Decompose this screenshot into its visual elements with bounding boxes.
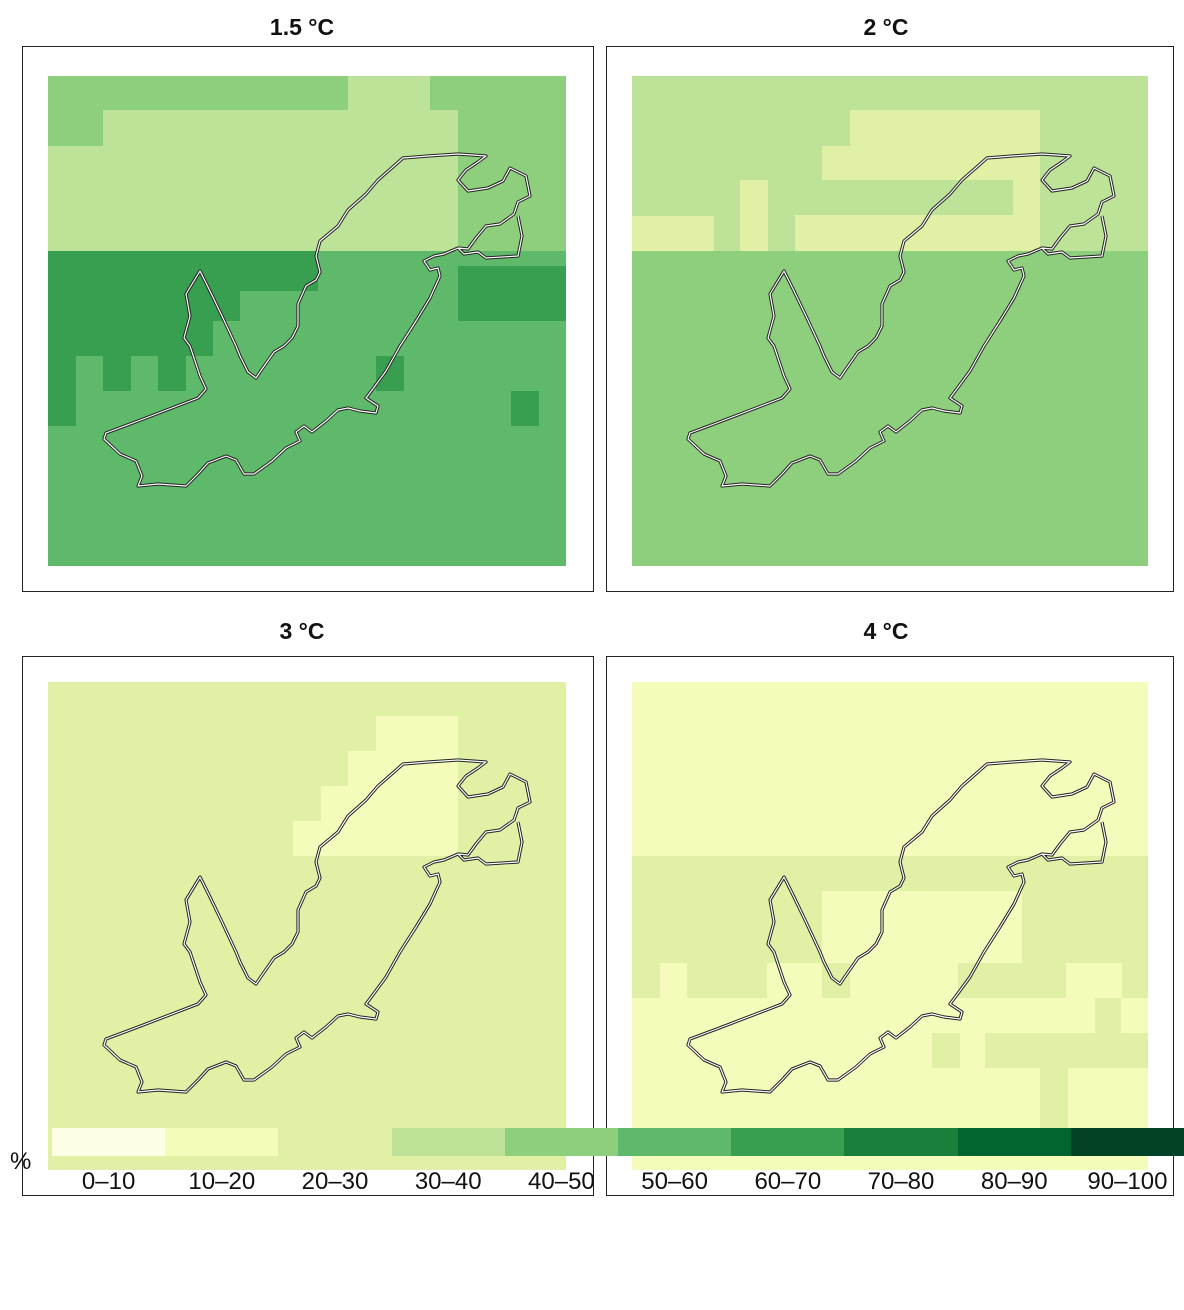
grid-cell <box>158 356 186 391</box>
legend-label-6: 60–70 <box>754 1168 822 1195</box>
legend-swatch-0 <box>52 1128 166 1156</box>
grid-cell <box>1122 963 1148 998</box>
legend-label-0: 0–10 <box>81 1168 136 1195</box>
panel-title-2c: 2 °C <box>863 14 909 40</box>
region-outline-light <box>103 759 531 1093</box>
grid-cell <box>48 291 240 321</box>
grid-cell <box>687 963 767 998</box>
legend-swatch-5 <box>618 1128 732 1156</box>
grid-cell <box>1040 1068 1068 1138</box>
legend-label-8: 80–90 <box>980 1168 1048 1195</box>
panel-title-1-5c: 1.5 °C <box>269 14 335 40</box>
grid-cell <box>321 786 458 821</box>
color-legend <box>52 1128 1184 1156</box>
panel-title-3c: 3 °C <box>279 618 325 644</box>
region-outline-light <box>687 759 1115 1093</box>
grid-cell <box>768 963 823 998</box>
region-outline-light <box>103 153 531 487</box>
region-outline <box>686 152 1116 488</box>
grid-cell <box>632 216 714 251</box>
grid-cell <box>1095 998 1121 1033</box>
grid-cell <box>795 180 1013 215</box>
legend-label-3: 30–40 <box>414 1168 482 1195</box>
grid-cell <box>795 215 1040 251</box>
legend-label-9: 90–100 <box>1087 1168 1168 1195</box>
grid-cell <box>632 963 660 998</box>
legend-swatch-7 <box>844 1128 958 1156</box>
legend-swatch-4 <box>504 1128 619 1156</box>
panel-title-4c: 4 °C <box>863 618 909 644</box>
region-outline <box>686 758 1116 1094</box>
grid-cell <box>103 356 131 391</box>
grid-cell <box>740 180 768 251</box>
grid-cell <box>376 716 458 751</box>
grid-cell <box>511 391 539 426</box>
map-1-5c <box>48 76 566 566</box>
map-3c <box>48 682 566 1170</box>
legend-label-1: 10–20 <box>188 1168 256 1195</box>
grid-cell <box>48 76 348 110</box>
legend-labels: 0–10 10–20 20–30 30–40 40–50 50–60 60–70… <box>52 1168 1184 1196</box>
grid-cell <box>48 356 76 426</box>
legend-label-4: 40–50 <box>528 1168 595 1195</box>
legend-swatch-2 <box>278 1128 392 1156</box>
grid-cell <box>458 266 566 321</box>
legend-unit: % <box>10 1148 32 1175</box>
grid-zone-40-50 <box>632 251 1148 566</box>
legend-swatch-9 <box>1070 1128 1184 1156</box>
legend-swatch-8 <box>957 1128 1071 1156</box>
map-2c <box>632 76 1148 566</box>
grid-zone-20-30 <box>48 682 566 1170</box>
region-outline <box>102 758 532 1094</box>
grid-cell <box>430 76 566 110</box>
legend-swatch-6 <box>731 1128 845 1156</box>
legend-label-2: 20–30 <box>301 1168 369 1195</box>
legend-swatch-1 <box>165 1128 279 1156</box>
legend-label-5: 50–60 <box>641 1168 708 1195</box>
region-outline <box>102 152 532 488</box>
grid-cell <box>458 110 566 251</box>
legend-swatch-3 <box>391 1128 505 1156</box>
legend-label-7: 70–80 <box>867 1168 935 1195</box>
grid-cell <box>932 1033 960 1068</box>
region-outline-light <box>687 153 1115 487</box>
grid-cell <box>985 1033 1148 1068</box>
map-4c <box>632 682 1148 1170</box>
grid-cell <box>48 110 103 146</box>
grid-cell <box>822 891 1022 963</box>
grid-cell <box>348 751 458 786</box>
grid-cell <box>48 251 318 291</box>
